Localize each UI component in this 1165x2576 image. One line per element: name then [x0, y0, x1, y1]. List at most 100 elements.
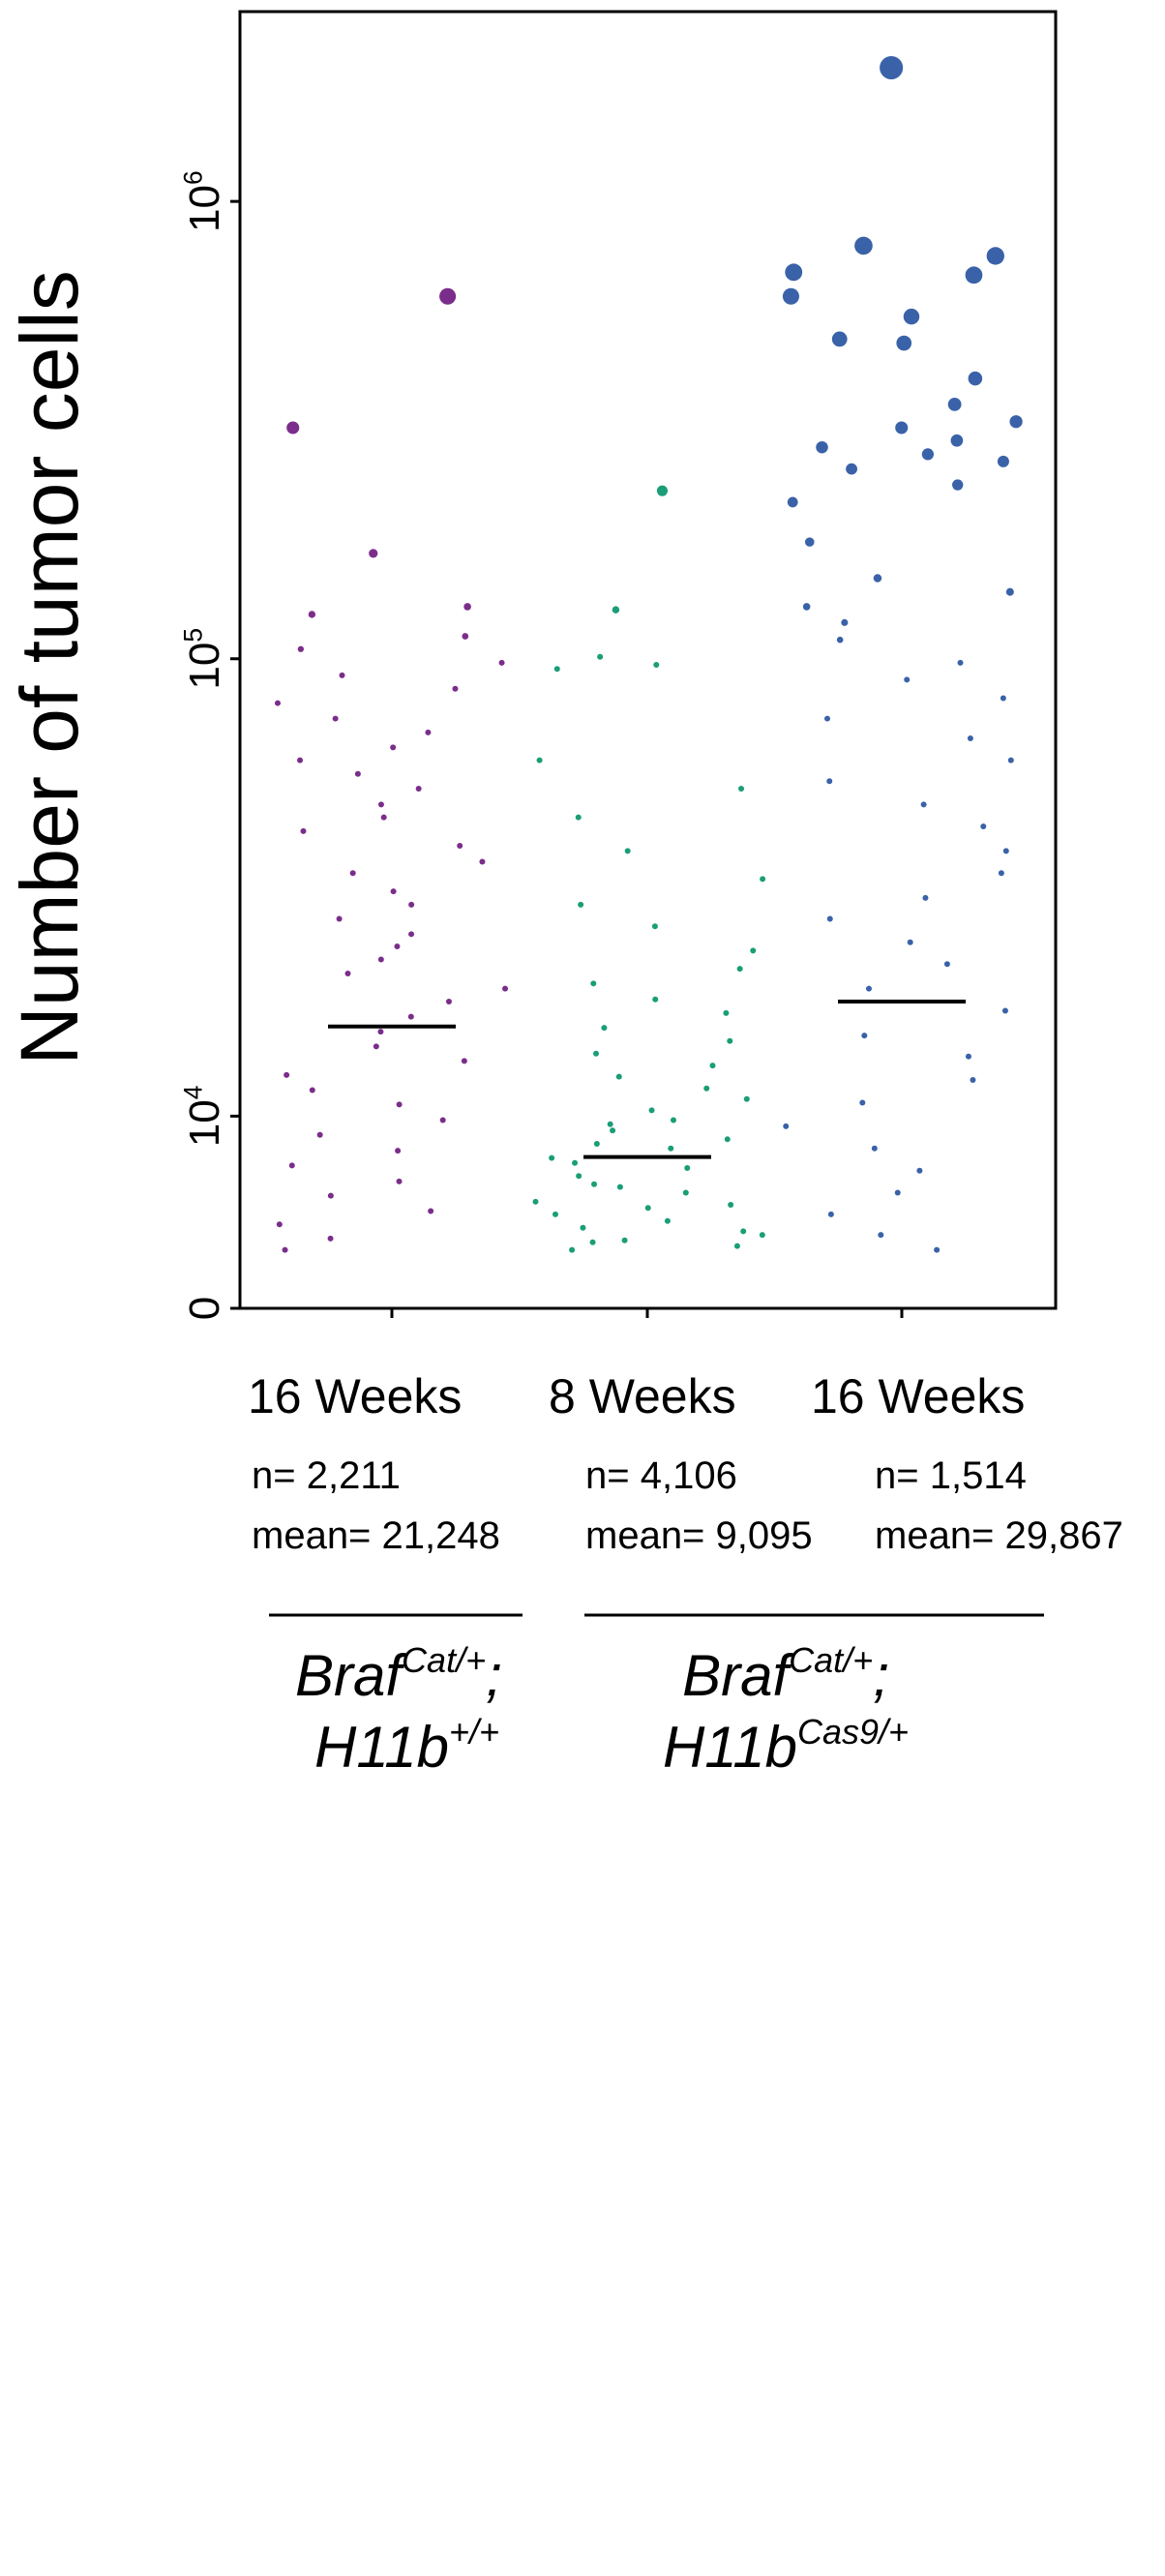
data-point	[727, 1037, 733, 1044]
data-point	[624, 848, 631, 854]
data-point	[452, 685, 459, 692]
data-point	[703, 1085, 710, 1092]
data-point	[369, 549, 378, 558]
data-point	[723, 1009, 730, 1016]
data-point	[922, 894, 929, 901]
data-point	[532, 1198, 539, 1205]
group-mean: mean= 9,095	[585, 1514, 813, 1557]
data-point	[816, 440, 828, 454]
data-point	[896, 335, 912, 351]
data-point	[894, 1189, 901, 1196]
data-point	[597, 653, 604, 660]
data-point	[408, 901, 415, 908]
data-point	[986, 247, 1004, 265]
data-point	[943, 961, 950, 968]
data-point	[841, 618, 849, 626]
data-point	[787, 496, 798, 508]
data-point	[903, 308, 920, 325]
data-point	[836, 636, 844, 644]
data-point	[878, 1232, 884, 1239]
data-point	[998, 870, 1004, 877]
group-name: 8 Weeks	[549, 1369, 736, 1423]
data-point	[394, 944, 401, 950]
data-point	[297, 757, 304, 764]
data-point	[462, 633, 469, 640]
data-point	[668, 1145, 674, 1152]
data-point	[591, 1181, 598, 1187]
data-point	[621, 1237, 628, 1243]
data-point	[965, 1053, 971, 1060]
data-point	[740, 1228, 747, 1235]
data-point	[297, 645, 304, 652]
data-point	[782, 287, 799, 305]
text-part: 10	[181, 643, 228, 690]
data-point	[904, 676, 911, 683]
data-point	[316, 1131, 323, 1138]
text-part: 10	[181, 185, 228, 232]
data-point	[802, 603, 811, 611]
text-part: H11b	[314, 1715, 449, 1780]
data-point	[670, 1117, 676, 1123]
data-point	[651, 923, 658, 930]
y-tick-label: 0	[181, 1297, 228, 1320]
data-point	[479, 858, 486, 865]
data-point	[846, 463, 857, 475]
data-point	[274, 700, 281, 706]
data-point	[576, 1173, 582, 1180]
data-point	[865, 985, 872, 992]
data-point	[783, 1123, 790, 1129]
data-point	[664, 1217, 671, 1224]
data-point	[682, 1189, 689, 1196]
data-point	[300, 827, 307, 834]
data-point	[395, 1148, 402, 1154]
plot-frame	[238, 10, 1058, 1310]
data-point	[396, 1178, 403, 1184]
superscript: 4	[178, 1086, 207, 1100]
data-point	[759, 1232, 765, 1239]
data-point	[308, 611, 316, 618]
data-point	[463, 603, 471, 611]
data-point	[332, 715, 339, 722]
superscript: 6	[178, 170, 207, 185]
text-part: Braf	[295, 1643, 406, 1708]
data-point	[616, 1183, 623, 1190]
data-point	[428, 1208, 434, 1214]
data-point	[967, 734, 973, 741]
data-point	[656, 485, 669, 496]
data-point	[736, 966, 743, 973]
genotype-label: H11b+/+	[314, 1712, 499, 1780]
data-point	[445, 999, 452, 1005]
data-point	[572, 1159, 579, 1166]
y-tick-label: 106	[178, 170, 228, 232]
data-point	[288, 1162, 295, 1169]
data-point	[552, 1211, 558, 1217]
data-point	[880, 55, 904, 80]
data-point	[390, 888, 397, 895]
y-tick-label: 104	[178, 1086, 228, 1148]
data-point	[354, 770, 361, 777]
data-point	[309, 1087, 315, 1093]
data-point	[282, 1246, 288, 1253]
data-point	[970, 1076, 976, 1083]
superscript: Cat/+	[402, 1640, 486, 1680]
data-point	[907, 939, 913, 945]
data-point	[997, 455, 1009, 467]
text-part: ;	[873, 1643, 889, 1708]
data-point	[854, 236, 873, 255]
data-point	[439, 1117, 446, 1123]
data-point	[339, 672, 345, 678]
text-part: 10	[181, 1099, 228, 1147]
data-point	[1009, 415, 1023, 429]
data-point	[648, 1107, 655, 1114]
data-point	[724, 1136, 731, 1143]
data-point	[1007, 757, 1014, 764]
data-point	[826, 778, 833, 785]
group-name: 16 Weeks	[811, 1369, 1025, 1423]
data-point	[950, 434, 964, 447]
group-n: n= 2,211	[252, 1454, 401, 1497]
data-point	[831, 331, 848, 347]
data-point	[498, 659, 505, 666]
data-point	[785, 263, 803, 282]
data-point	[916, 1167, 923, 1174]
